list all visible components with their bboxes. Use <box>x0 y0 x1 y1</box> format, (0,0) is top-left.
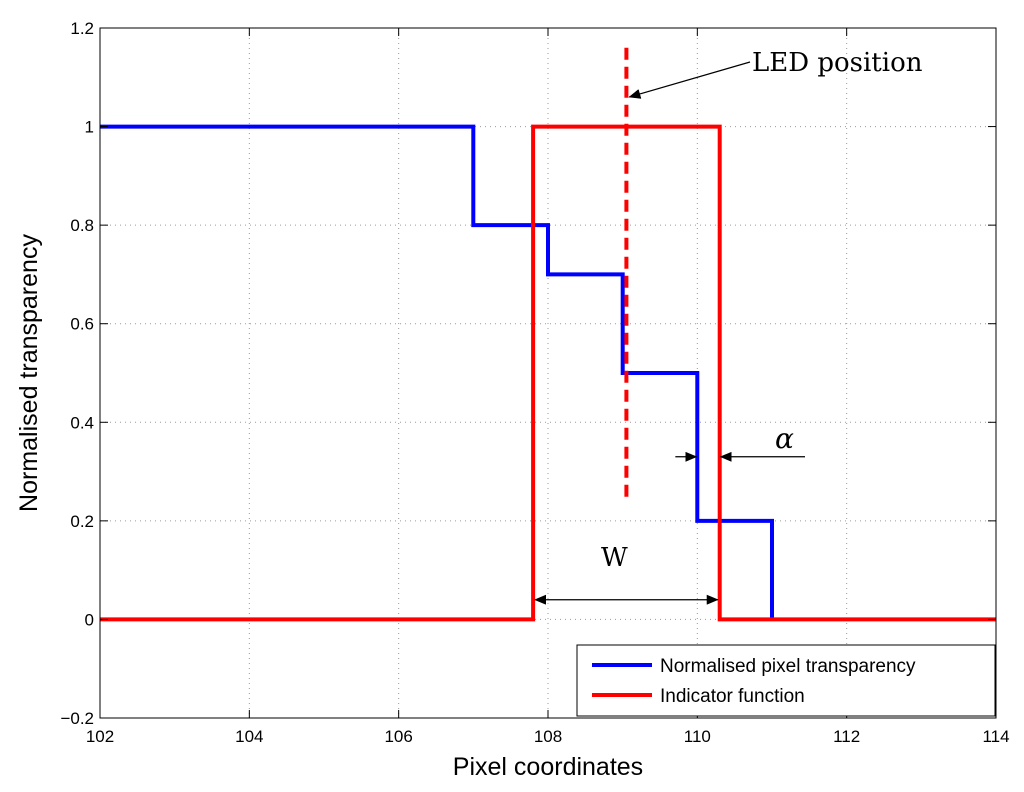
series-line-pixel-transparency <box>100 124 774 620</box>
y-tick-label: 1 <box>85 118 94 137</box>
y-tick-label: 0 <box>85 610 94 629</box>
series-layer <box>100 47 996 622</box>
axes <box>99 27 997 719</box>
led-position-label: LED position <box>752 48 923 78</box>
tick-labels: 102 104 106 108 110 112 114 −0.2 0 0.2 0.4 0.6 0.8 1 1… <box>60 19 1009 746</box>
led-label-arrow <box>628 61 751 99</box>
y-tick-label: 0.4 <box>70 413 94 432</box>
legend-label-indicator-function: Indicator function <box>660 686 805 707</box>
x-tick-label: 104 <box>235 727 263 746</box>
legend-label-pixel-transparency: Normalised pixel transparency <box>660 656 916 677</box>
y-tick-label: 1.2 <box>70 19 94 38</box>
x-tick-label: 114 <box>982 727 1009 746</box>
legend: Normalised pixel transparency Indicator … <box>576 644 996 717</box>
y-axis-title: Normalised transparency <box>15 234 43 512</box>
legend-box <box>576 644 996 717</box>
x-axis-title: Pixel coordinates <box>453 753 643 781</box>
alpha-label: α <box>775 422 794 455</box>
x-tick-label: 108 <box>534 727 562 746</box>
x-tick-label: 112 <box>833 727 860 746</box>
y-tick-label: 0.6 <box>70 315 94 334</box>
y-tick-label: 0.2 <box>70 512 94 531</box>
annotations: LED position W α <box>534 48 923 605</box>
x-tick-label: 102 <box>86 727 114 746</box>
y-tick-label: −0.2 <box>60 709 94 728</box>
x-tick-label: 106 <box>384 727 412 746</box>
x-tick-label: 110 <box>684 727 711 746</box>
y-tick-label: 0.8 <box>70 216 94 235</box>
width-label: W <box>601 543 628 573</box>
